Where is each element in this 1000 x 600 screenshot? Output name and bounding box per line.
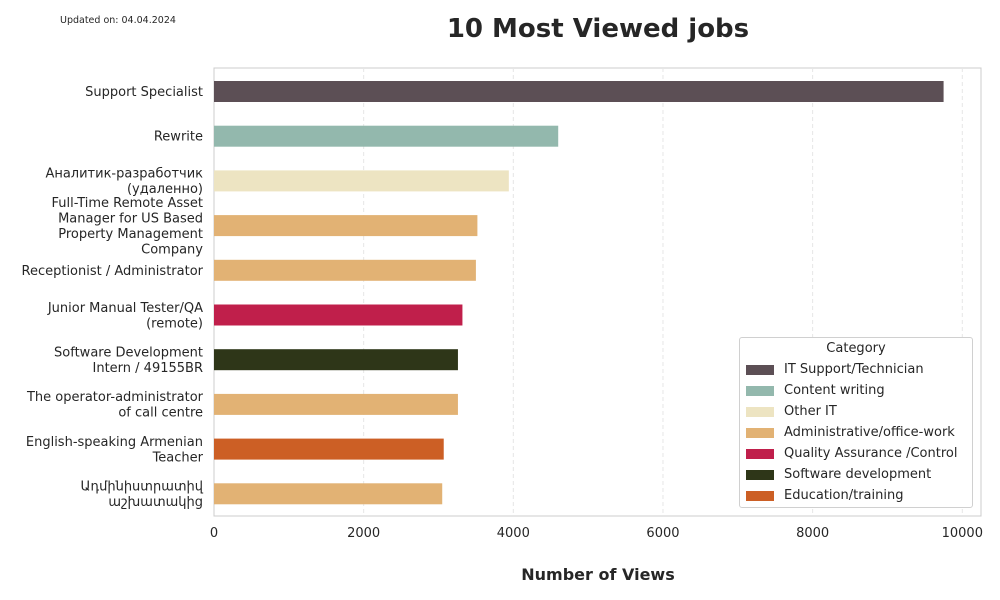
x-tick-label: 6000	[646, 526, 679, 541]
y-tick-label: of call centre	[118, 406, 203, 421]
legend-label: Content writing	[784, 383, 885, 398]
bar	[214, 438, 444, 460]
legend-label: Education/training	[784, 488, 904, 503]
y-tick-label: Property Management	[58, 227, 203, 242]
y-tick-label: Ադմինիստրատիվ	[81, 480, 204, 495]
bar	[214, 304, 463, 326]
y-tick-label: Аналитик-разработчик	[45, 167, 203, 182]
x-tick-label: 0	[210, 526, 218, 541]
legend-items: IT Support/Technician Content writing Othe…	[740, 359, 972, 506]
bar	[214, 393, 458, 415]
legend-swatch	[746, 490, 774, 501]
y-tick-label: English-speaking Armenian	[26, 435, 203, 450]
legend-item: Other IT	[740, 401, 972, 422]
y-tick-label: Intern / 49155BR	[93, 361, 203, 376]
y-tick-label: Support Specialist	[85, 85, 203, 100]
bar	[214, 125, 559, 147]
bar	[214, 215, 478, 237]
legend-label: Software development	[784, 467, 932, 482]
legend-label: Other IT	[784, 404, 837, 419]
y-tick-label: The operator-administrator	[26, 390, 204, 405]
y-tick-label: աշխատակից	[108, 495, 203, 510]
legend-swatch	[746, 406, 774, 417]
bar	[214, 483, 443, 505]
y-tick-label: Full-Time Remote Asset	[52, 196, 204, 211]
y-tick-labels: Support Specialist Rewrite Аналитик-разраб…	[22, 85, 204, 510]
bar	[214, 349, 458, 371]
bar	[214, 259, 476, 281]
x-tick-label: 8000	[796, 526, 829, 541]
legend-item: IT Support/Technician	[740, 359, 972, 380]
x-axis-label: Number of Views	[521, 565, 675, 584]
legend-label: IT Support/Technician	[784, 362, 924, 377]
updated-note: Updated on: 04.04.2024	[60, 15, 176, 26]
legend-label: Administrative/office-work	[784, 425, 955, 440]
y-tick-label: Company	[141, 242, 203, 257]
chart-title: 10 Most Viewed jobs	[446, 14, 750, 44]
legend-swatch	[746, 385, 774, 396]
bar	[214, 170, 509, 192]
bars	[214, 81, 944, 505]
x-tick-label: 4000	[497, 526, 530, 541]
legend-swatch	[746, 427, 774, 438]
legend: Category IT Support/Technician Content wr…	[739, 337, 973, 508]
y-tick-label: Junior Manual Tester/QA	[47, 301, 203, 316]
x-tick-label: 2000	[347, 526, 380, 541]
x-tick-label: 10000	[942, 526, 983, 541]
legend-swatch	[746, 364, 774, 375]
legend-swatch	[746, 469, 774, 480]
legend-swatch	[746, 448, 774, 459]
x-tick-labels: 0 2000 4000 6000 8000 10000	[210, 526, 983, 541]
y-tick-label: Software Development	[54, 345, 203, 360]
legend-item: Education/training	[740, 485, 972, 506]
legend-label: Quality Assurance /Control	[784, 446, 958, 461]
legend-item: Quality Assurance /Control	[740, 443, 972, 464]
y-tick-label: Rewrite	[154, 130, 203, 145]
bar	[214, 81, 944, 102]
y-tick-label: (удаленно)	[127, 182, 203, 197]
legend-item: Administrative/office-work	[740, 422, 972, 443]
legend-title: Category	[826, 341, 886, 356]
y-tick-label: Teacher	[152, 450, 204, 465]
legend-item: Content writing	[740, 380, 972, 401]
legend-item: Software development	[740, 464, 972, 485]
y-tick-label: Manager for US Based	[58, 211, 203, 226]
y-tick-label: Receptionist / Administrator	[22, 264, 204, 279]
y-tick-label: (remote)	[146, 316, 203, 331]
